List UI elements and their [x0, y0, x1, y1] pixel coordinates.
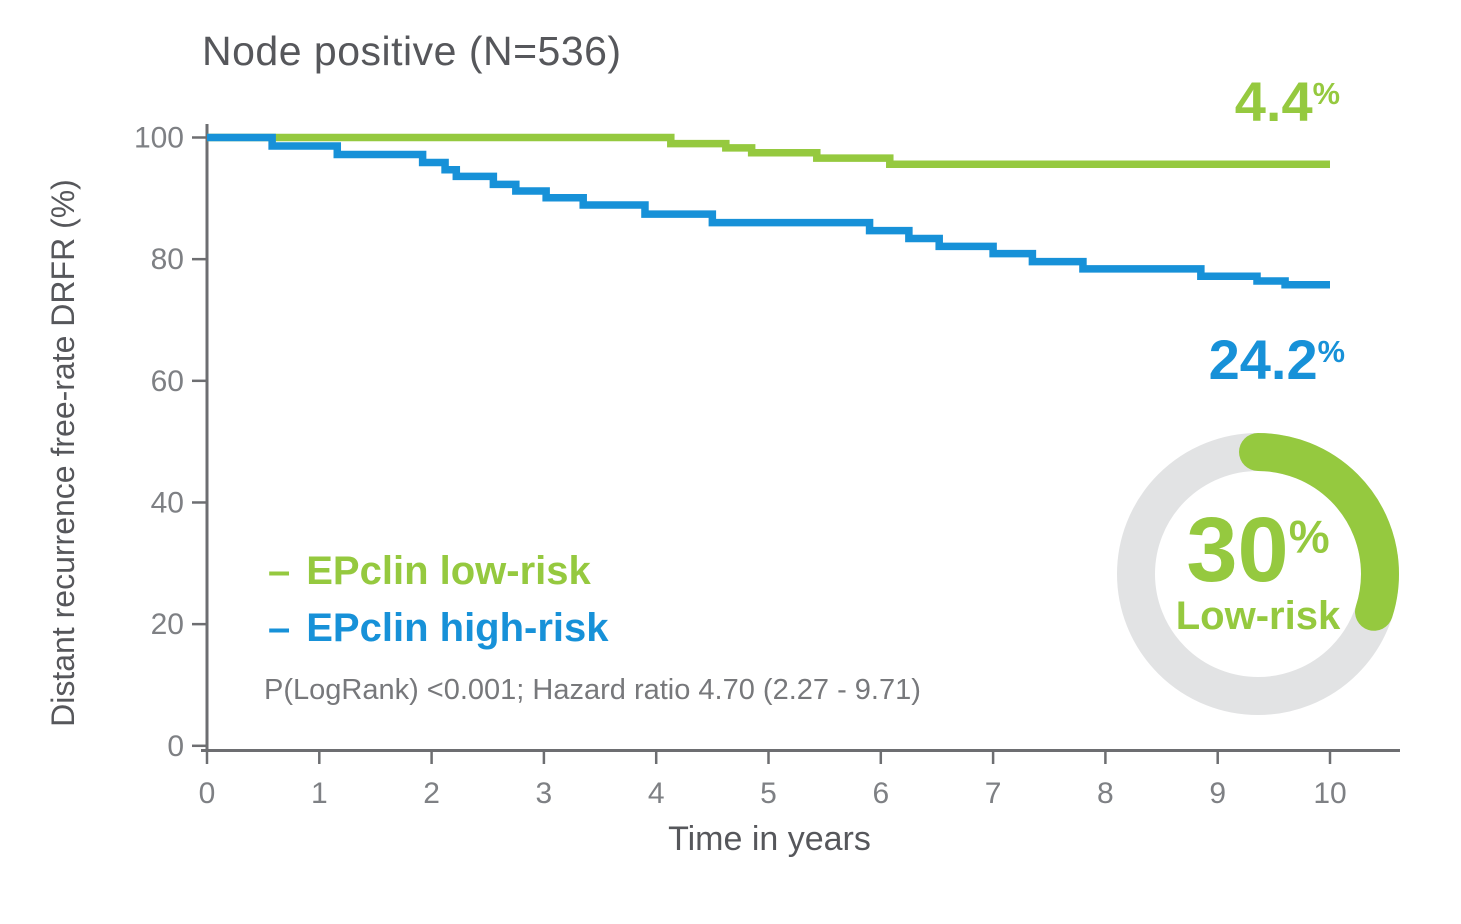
donut-center-text: 30% Low-risk	[1108, 424, 1408, 724]
x-tick-label: 0	[199, 777, 216, 810]
donut-percentage: 30%	[1186, 504, 1330, 596]
legend-label-low-risk: EPclin low-risk	[306, 549, 591, 593]
y-tick-label: 0	[167, 730, 184, 763]
donut-label: Low-risk	[1175, 593, 1341, 638]
x-tick-label: 10	[1313, 777, 1346, 810]
chart-title: Node positive (N=536)	[202, 28, 622, 74]
x-axis-title: Time in years	[668, 820, 871, 858]
legend-label-high-risk: EPclin high-risk	[306, 606, 609, 650]
low-risk-rate-annotation: 4.4%	[1235, 74, 1340, 130]
x-tick-label: 5	[760, 777, 777, 810]
y-tick-label: 20	[151, 608, 184, 641]
legend-item-high-risk: – EPclin high-risk	[268, 606, 609, 663]
percent-sign: %	[1317, 334, 1345, 370]
donut-progress-arc	[1117, 433, 1399, 715]
high-risk-rate-value: 24.2	[1208, 328, 1318, 391]
x-tick-label: 8	[1097, 777, 1114, 810]
x-tick-label: 1	[311, 777, 328, 810]
km-curve-epclin-high-risk	[207, 133, 1330, 289]
km-curve-epclin-low-risk	[207, 133, 1330, 169]
x-tick-label: 7	[985, 777, 1002, 810]
legend: – EPclin low-risk – EPclin high-risk	[268, 549, 609, 663]
y-tick-label: 40	[151, 486, 184, 519]
legend-swatch-high-risk: –	[268, 606, 291, 650]
percent-sign: %	[1312, 76, 1340, 112]
x-tick-label: 2	[423, 777, 440, 810]
x-tick-label: 9	[1209, 777, 1226, 810]
y-tick-label: 100	[134, 122, 184, 155]
stats-pvalue-hazard-ratio: P(LogRank) <0.001; Hazard ratio 4.70 (2.…	[264, 674, 921, 706]
legend-item-low-risk: – EPclin low-risk	[268, 549, 609, 606]
y-tick-label: 60	[151, 365, 184, 398]
y-axis-title: Distant recurrence free-rate DRFR (%)	[45, 179, 81, 727]
x-tick-label: 3	[536, 777, 553, 810]
low-risk-rate-value: 4.4	[1234, 70, 1313, 133]
donut-percent-value: 30	[1186, 499, 1289, 602]
percent-sign: %	[1288, 510, 1330, 563]
legend-swatch-low-risk: –	[268, 549, 291, 593]
x-tick-label: 6	[872, 777, 889, 810]
x-tick-label: 4	[648, 777, 665, 810]
high-risk-rate-annotation: 24.2%	[1209, 332, 1345, 388]
low-risk-donut-chart	[1117, 433, 1399, 715]
y-tick-label: 80	[151, 243, 184, 276]
